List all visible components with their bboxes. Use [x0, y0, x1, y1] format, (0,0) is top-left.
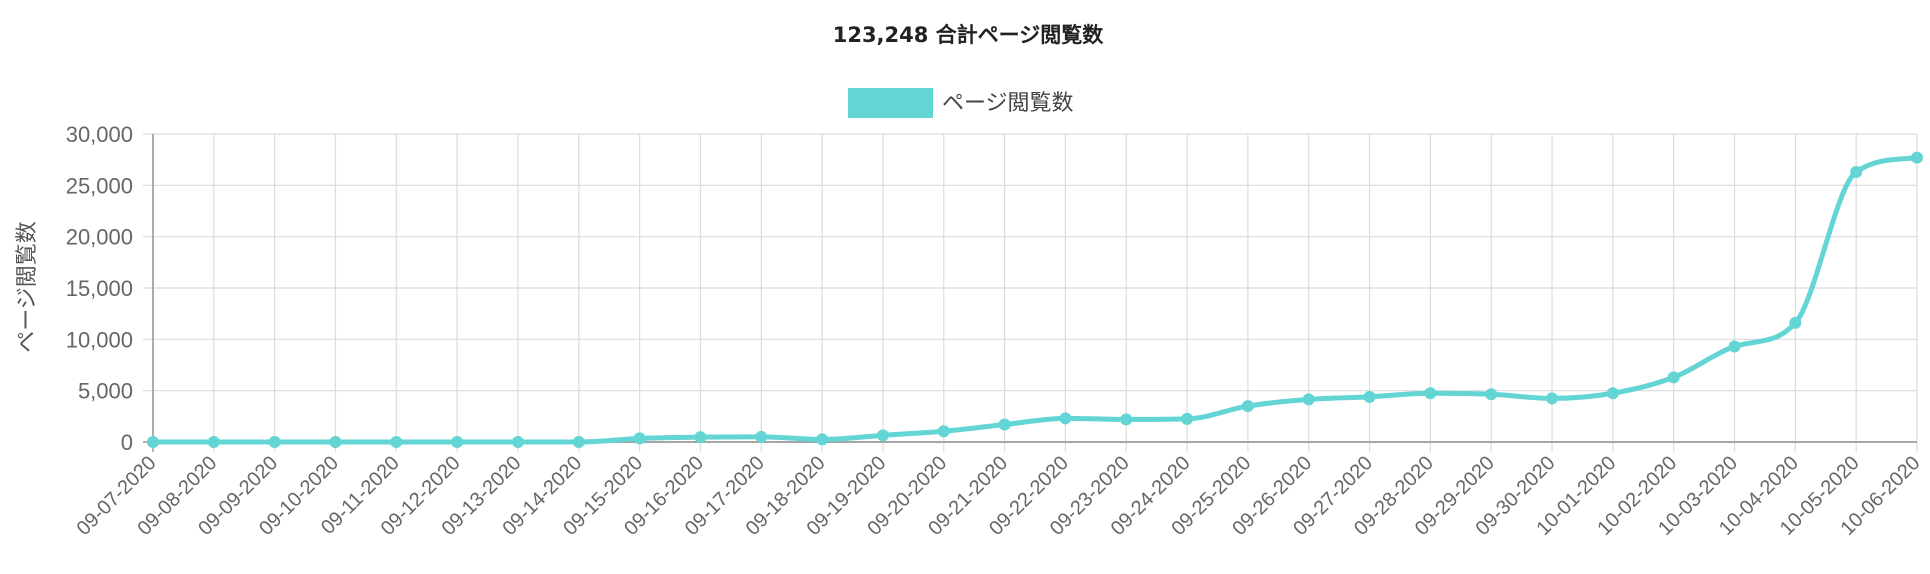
data-point[interactable] [1241, 400, 1254, 413]
legend-swatch [848, 88, 933, 118]
data-point[interactable] [1424, 387, 1437, 400]
data-point[interactable] [1181, 412, 1194, 425]
y-axis-ticks: 0 5,000 10,000 15,000 20,000 25,000 30,000 [66, 122, 133, 455]
x-axis-ticks: 09-07-202009-08-202009-09-202009-10-2020… [73, 452, 1925, 540]
data-point[interactable] [876, 429, 889, 442]
data-point[interactable] [1606, 387, 1619, 400]
data-point[interactable] [1363, 390, 1376, 403]
data-point[interactable] [1120, 413, 1133, 426]
data-point[interactable] [937, 425, 950, 438]
y-tick-label: 20,000 [66, 225, 133, 250]
data-point[interactable] [511, 436, 524, 448]
series-line [150, 155, 1920, 445]
y-tick-label: 25,000 [66, 173, 133, 198]
data-point[interactable] [633, 432, 646, 445]
data-point[interactable] [1546, 392, 1559, 405]
data-point[interactable] [694, 431, 707, 444]
data-point[interactable] [816, 433, 829, 446]
data-point[interactable] [147, 436, 159, 448]
data-point[interactable] [572, 436, 585, 448]
legend-label: ページ閲覧数 [942, 91, 1074, 116]
data-point[interactable] [390, 436, 403, 448]
data-point[interactable] [207, 436, 220, 448]
data-point[interactable] [1667, 371, 1680, 384]
data-point[interactable] [1728, 340, 1741, 353]
data-point[interactable] [1302, 393, 1315, 406]
data-point[interactable] [1485, 388, 1498, 401]
y-tick-label: 5,000 [78, 379, 133, 404]
data-point[interactable] [329, 436, 342, 448]
data-point[interactable] [1789, 316, 1802, 329]
data-point[interactable] [268, 436, 281, 448]
y-tick-label: 15,000 [66, 276, 133, 301]
chart-title: 123,248 合計ページ閲覧数 [833, 23, 1105, 47]
data-point[interactable] [1911, 151, 1923, 164]
y-tick-label: 30,000 [66, 122, 133, 147]
data-point[interactable] [1850, 165, 1863, 178]
data-point[interactable] [755, 430, 768, 443]
data-point[interactable] [998, 418, 1011, 431]
legend[interactable]: ページ閲覧数 [848, 88, 1074, 118]
y-tick-label: 0 [121, 430, 133, 455]
data-point[interactable] [451, 436, 464, 448]
grid [143, 133, 1918, 452]
series-layer [147, 151, 1923, 448]
y-tick-label: 10,000 [66, 327, 133, 352]
y-axis-label: ページ閲覧数 [15, 221, 40, 353]
data-point[interactable] [1059, 412, 1072, 425]
